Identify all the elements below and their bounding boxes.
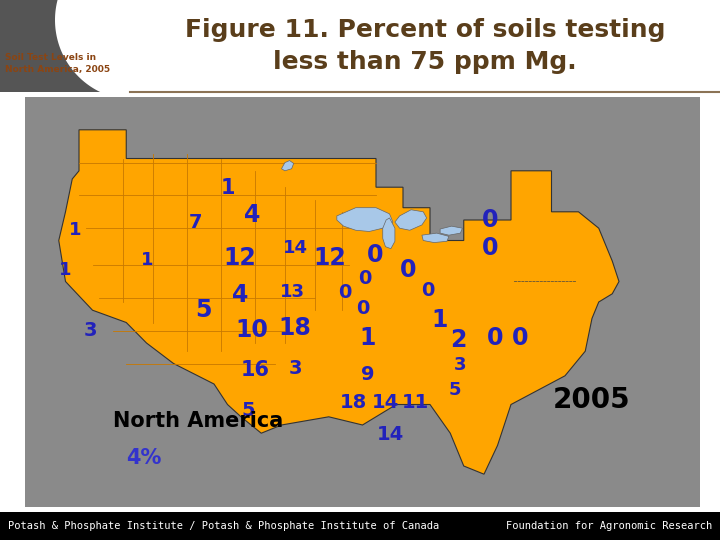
Text: 10: 10 [235, 318, 269, 342]
Text: 0: 0 [338, 284, 351, 302]
Text: 1: 1 [221, 178, 235, 198]
Text: 18: 18 [339, 394, 366, 413]
Text: 11: 11 [401, 394, 428, 413]
Text: Potash & Phosphate Institute / Potash & Phosphate Institute of Canada: Potash & Phosphate Institute / Potash & … [8, 521, 439, 531]
Text: 5: 5 [194, 298, 211, 322]
Text: 4%: 4% [126, 448, 161, 468]
Text: 3: 3 [454, 356, 467, 374]
Text: 16: 16 [240, 360, 269, 380]
Text: 1: 1 [432, 308, 448, 332]
Text: 18: 18 [279, 316, 312, 340]
Text: Soil Test Levels in
North America, 2005: Soil Test Levels in North America, 2005 [5, 53, 110, 74]
FancyBboxPatch shape [0, 0, 130, 92]
Text: 4: 4 [232, 283, 248, 307]
Text: 0: 0 [482, 236, 498, 260]
Text: 1: 1 [360, 326, 376, 350]
Text: 5: 5 [449, 381, 462, 399]
Text: 9: 9 [361, 366, 374, 384]
Polygon shape [440, 226, 462, 235]
FancyBboxPatch shape [700, 92, 720, 512]
Polygon shape [282, 160, 294, 171]
Text: 1: 1 [68, 221, 81, 239]
Text: 14: 14 [372, 394, 399, 413]
Polygon shape [337, 208, 393, 232]
Text: 0: 0 [400, 258, 416, 282]
Text: 5: 5 [241, 401, 255, 420]
Polygon shape [422, 233, 449, 242]
Polygon shape [395, 210, 427, 230]
Text: 0: 0 [512, 326, 528, 350]
Polygon shape [383, 218, 395, 249]
Polygon shape [59, 130, 619, 474]
Text: 0: 0 [359, 268, 372, 287]
Text: 0: 0 [482, 208, 498, 232]
Text: 1: 1 [59, 261, 71, 279]
Text: Foundation for Agronomic Research: Foundation for Agronomic Research [505, 521, 712, 531]
Text: 0: 0 [366, 243, 383, 267]
Text: 0: 0 [356, 299, 369, 318]
Text: 2: 2 [450, 328, 466, 352]
FancyBboxPatch shape [0, 92, 25, 512]
FancyBboxPatch shape [25, 97, 700, 507]
Text: 3: 3 [84, 321, 96, 340]
Text: 7: 7 [188, 213, 202, 232]
Text: 3: 3 [288, 359, 302, 377]
Polygon shape [55, 0, 148, 100]
Text: 12: 12 [224, 246, 256, 270]
Text: 0: 0 [487, 326, 503, 350]
Text: 4: 4 [244, 203, 260, 227]
FancyBboxPatch shape [0, 512, 720, 540]
Text: 14: 14 [377, 426, 404, 444]
Text: Figure 11. Percent of soils testing: Figure 11. Percent of soils testing [185, 18, 665, 42]
Text: less than 75 ppm Mg.: less than 75 ppm Mg. [273, 50, 577, 74]
Text: 13: 13 [279, 283, 305, 301]
Text: 12: 12 [314, 246, 346, 270]
Text: 14: 14 [282, 239, 307, 257]
Text: 2005: 2005 [553, 387, 631, 414]
Text: North America: North America [113, 411, 283, 431]
Text: 1: 1 [140, 251, 153, 269]
Text: 0: 0 [421, 280, 435, 300]
